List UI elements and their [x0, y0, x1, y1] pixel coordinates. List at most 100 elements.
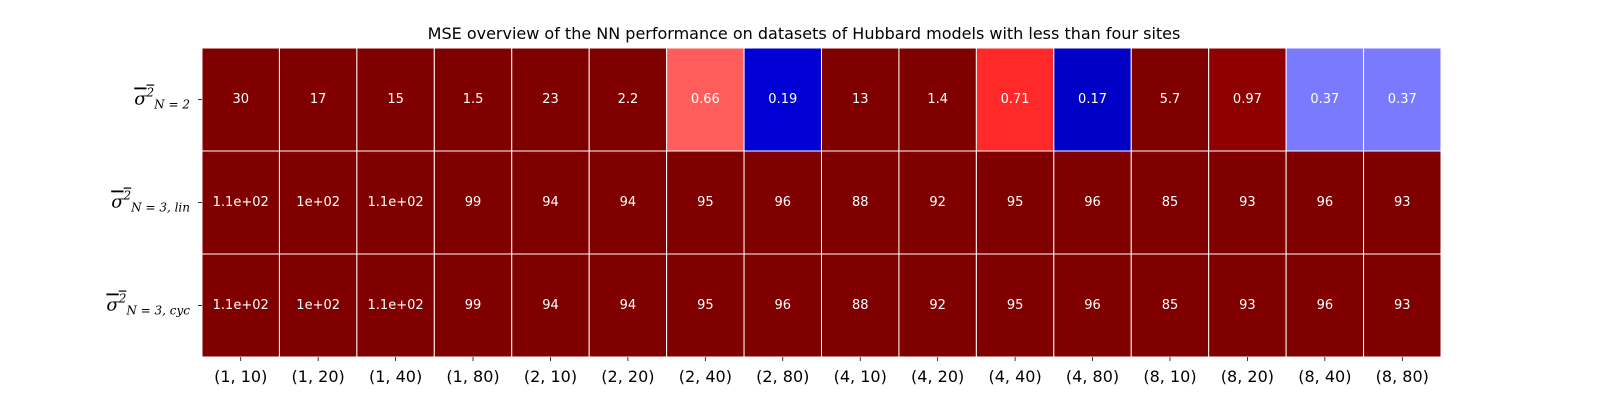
heatmap-cell — [666, 253, 745, 358]
x-tick-label: (8, 40) — [1298, 367, 1351, 386]
cell-value-label: 15 — [387, 92, 404, 107]
cell-value-label: 1e+02 — [296, 195, 340, 210]
cell-value-label: 93 — [1394, 195, 1411, 210]
cell-value-label: 93 — [1239, 195, 1256, 210]
heatmap-cell — [1053, 150, 1132, 255]
y-axis-tick-labels: σ2N = 2 σ2N = 3, lin σ2N = 3, cyc — [106, 86, 202, 318]
cell-value-label: 0.17 — [1078, 92, 1107, 107]
y-tick-label: σ2N = 3, lin — [111, 189, 190, 215]
cell-value-label: 96 — [775, 195, 792, 210]
x-tick-label: (2, 40) — [679, 367, 732, 386]
heatmap-cell — [433, 47, 513, 152]
heatmap-cell — [1285, 150, 1365, 255]
x-tick-label: (4, 40) — [988, 367, 1041, 386]
cell-value-label: 92 — [929, 298, 946, 313]
y-tick-label: σ2N = 3, cyc — [106, 292, 190, 318]
heatmap-cell — [356, 47, 435, 152]
x-tick-label: (1, 20) — [292, 367, 345, 386]
x-tick-label: (4, 80) — [1066, 367, 1119, 386]
cell-value-label: 0.66 — [691, 92, 720, 107]
y-tick-label: σ2N = 2 — [134, 86, 190, 112]
cell-value-label: 0.97 — [1233, 92, 1262, 107]
cell-value-label: 85 — [1162, 298, 1179, 313]
cell-value-label: 93 — [1239, 298, 1256, 313]
x-tick-label: (1, 10) — [214, 367, 267, 386]
x-tick-label: (2, 20) — [601, 367, 654, 386]
cell-value-label: 30 — [232, 92, 249, 107]
heatmap-cell — [201, 47, 280, 152]
x-tick-label: (1, 80) — [446, 367, 499, 386]
heatmap-cell — [278, 150, 358, 255]
cell-value-label: 1.1e+02 — [368, 195, 424, 210]
cell-value-label: 95 — [697, 298, 714, 313]
heatmap-cell — [821, 150, 900, 255]
heatmap-cell — [201, 150, 280, 255]
heatmap-cells: 30 17 15 1.5 23 2.2 0.66 0.19 13 1.4 0.71 0.17 5.7 0.… — [201, 47, 1442, 358]
cell-value-label: 2.2 — [618, 92, 639, 107]
heatmap-cell — [743, 47, 822, 152]
heatmap-cell — [1363, 47, 1442, 152]
cell-value-label: 17 — [310, 92, 327, 107]
chart-title: MSE overview of the NN performance on da… — [428, 24, 1181, 43]
heatmap-cell — [278, 47, 358, 152]
cell-value-label: 99 — [465, 298, 482, 313]
cell-value-label: 1.1e+02 — [213, 195, 269, 210]
heatmap-cell — [588, 47, 668, 152]
cell-value-label: 94 — [542, 195, 559, 210]
heatmap-cell — [1053, 47, 1132, 152]
heatmap-cell — [1130, 150, 1210, 255]
x-tick-label: (2, 80) — [756, 367, 809, 386]
cell-value-label: 94 — [620, 298, 637, 313]
x-tick-label: (4, 10) — [834, 367, 887, 386]
cell-value-label: 5.7 — [1160, 92, 1181, 107]
cell-value-label: 1.1e+02 — [368, 298, 424, 313]
heatmap-cell — [975, 150, 1055, 255]
x-tick-label: (4, 20) — [911, 367, 964, 386]
heatmap-cell — [588, 253, 668, 358]
cell-value-label: 23 — [542, 92, 559, 107]
x-tick-label: (8, 80) — [1376, 367, 1429, 386]
heatmap-cell — [975, 253, 1055, 358]
heatmap-cell — [356, 253, 435, 358]
heatmap-cell — [1130, 253, 1210, 358]
cell-value-label: 88 — [852, 195, 869, 210]
cell-value-label: 1e+02 — [296, 298, 340, 313]
cell-value-label: 13 — [852, 92, 869, 107]
cell-value-label: 0.19 — [768, 92, 797, 107]
heatmap-cell — [1285, 253, 1365, 358]
cell-value-label: 96 — [1084, 195, 1101, 210]
heatmap-cell — [588, 150, 668, 255]
heatmap-cell — [1208, 253, 1287, 358]
cell-value-label: 95 — [1007, 298, 1024, 313]
cell-value-label: 94 — [620, 195, 637, 210]
cell-value-label: 94 — [542, 298, 559, 313]
cell-value-label: 96 — [1317, 298, 1334, 313]
heatmap-cell — [666, 150, 745, 255]
heatmap-cell — [1285, 47, 1365, 152]
heatmap-cell — [1130, 47, 1210, 152]
cell-value-label: 0.71 — [1001, 92, 1030, 107]
heatmap-cell — [1363, 253, 1442, 358]
cell-value-label: 96 — [775, 298, 792, 313]
x-axis-tick-labels: (1, 10) (1, 20) (1, 40) (1, 80) (2, 10) (2, 2… — [214, 357, 1429, 386]
heatmap-cell — [511, 47, 590, 152]
heatmap-cell — [356, 150, 435, 255]
heatmap-cell — [898, 47, 977, 152]
heatmap-cell — [433, 253, 513, 358]
cell-value-label: 1.1e+02 — [213, 298, 269, 313]
heatmap-cell — [898, 253, 977, 358]
cell-value-label: 96 — [1084, 298, 1101, 313]
cell-value-label: 88 — [852, 298, 869, 313]
cell-value-label: 95 — [1007, 195, 1024, 210]
cell-value-label: 93 — [1394, 298, 1411, 313]
cell-value-label: 0.37 — [1310, 92, 1339, 107]
heatmap-cell — [511, 150, 590, 255]
cell-value-label: 1.4 — [927, 92, 948, 107]
cell-value-label: 92 — [929, 195, 946, 210]
x-tick-label: (8, 20) — [1221, 367, 1274, 386]
cell-value-label: 0.37 — [1388, 92, 1417, 107]
cell-value-label: 99 — [465, 195, 482, 210]
cell-value-label: 95 — [697, 195, 714, 210]
heatmap-cell — [511, 253, 590, 358]
